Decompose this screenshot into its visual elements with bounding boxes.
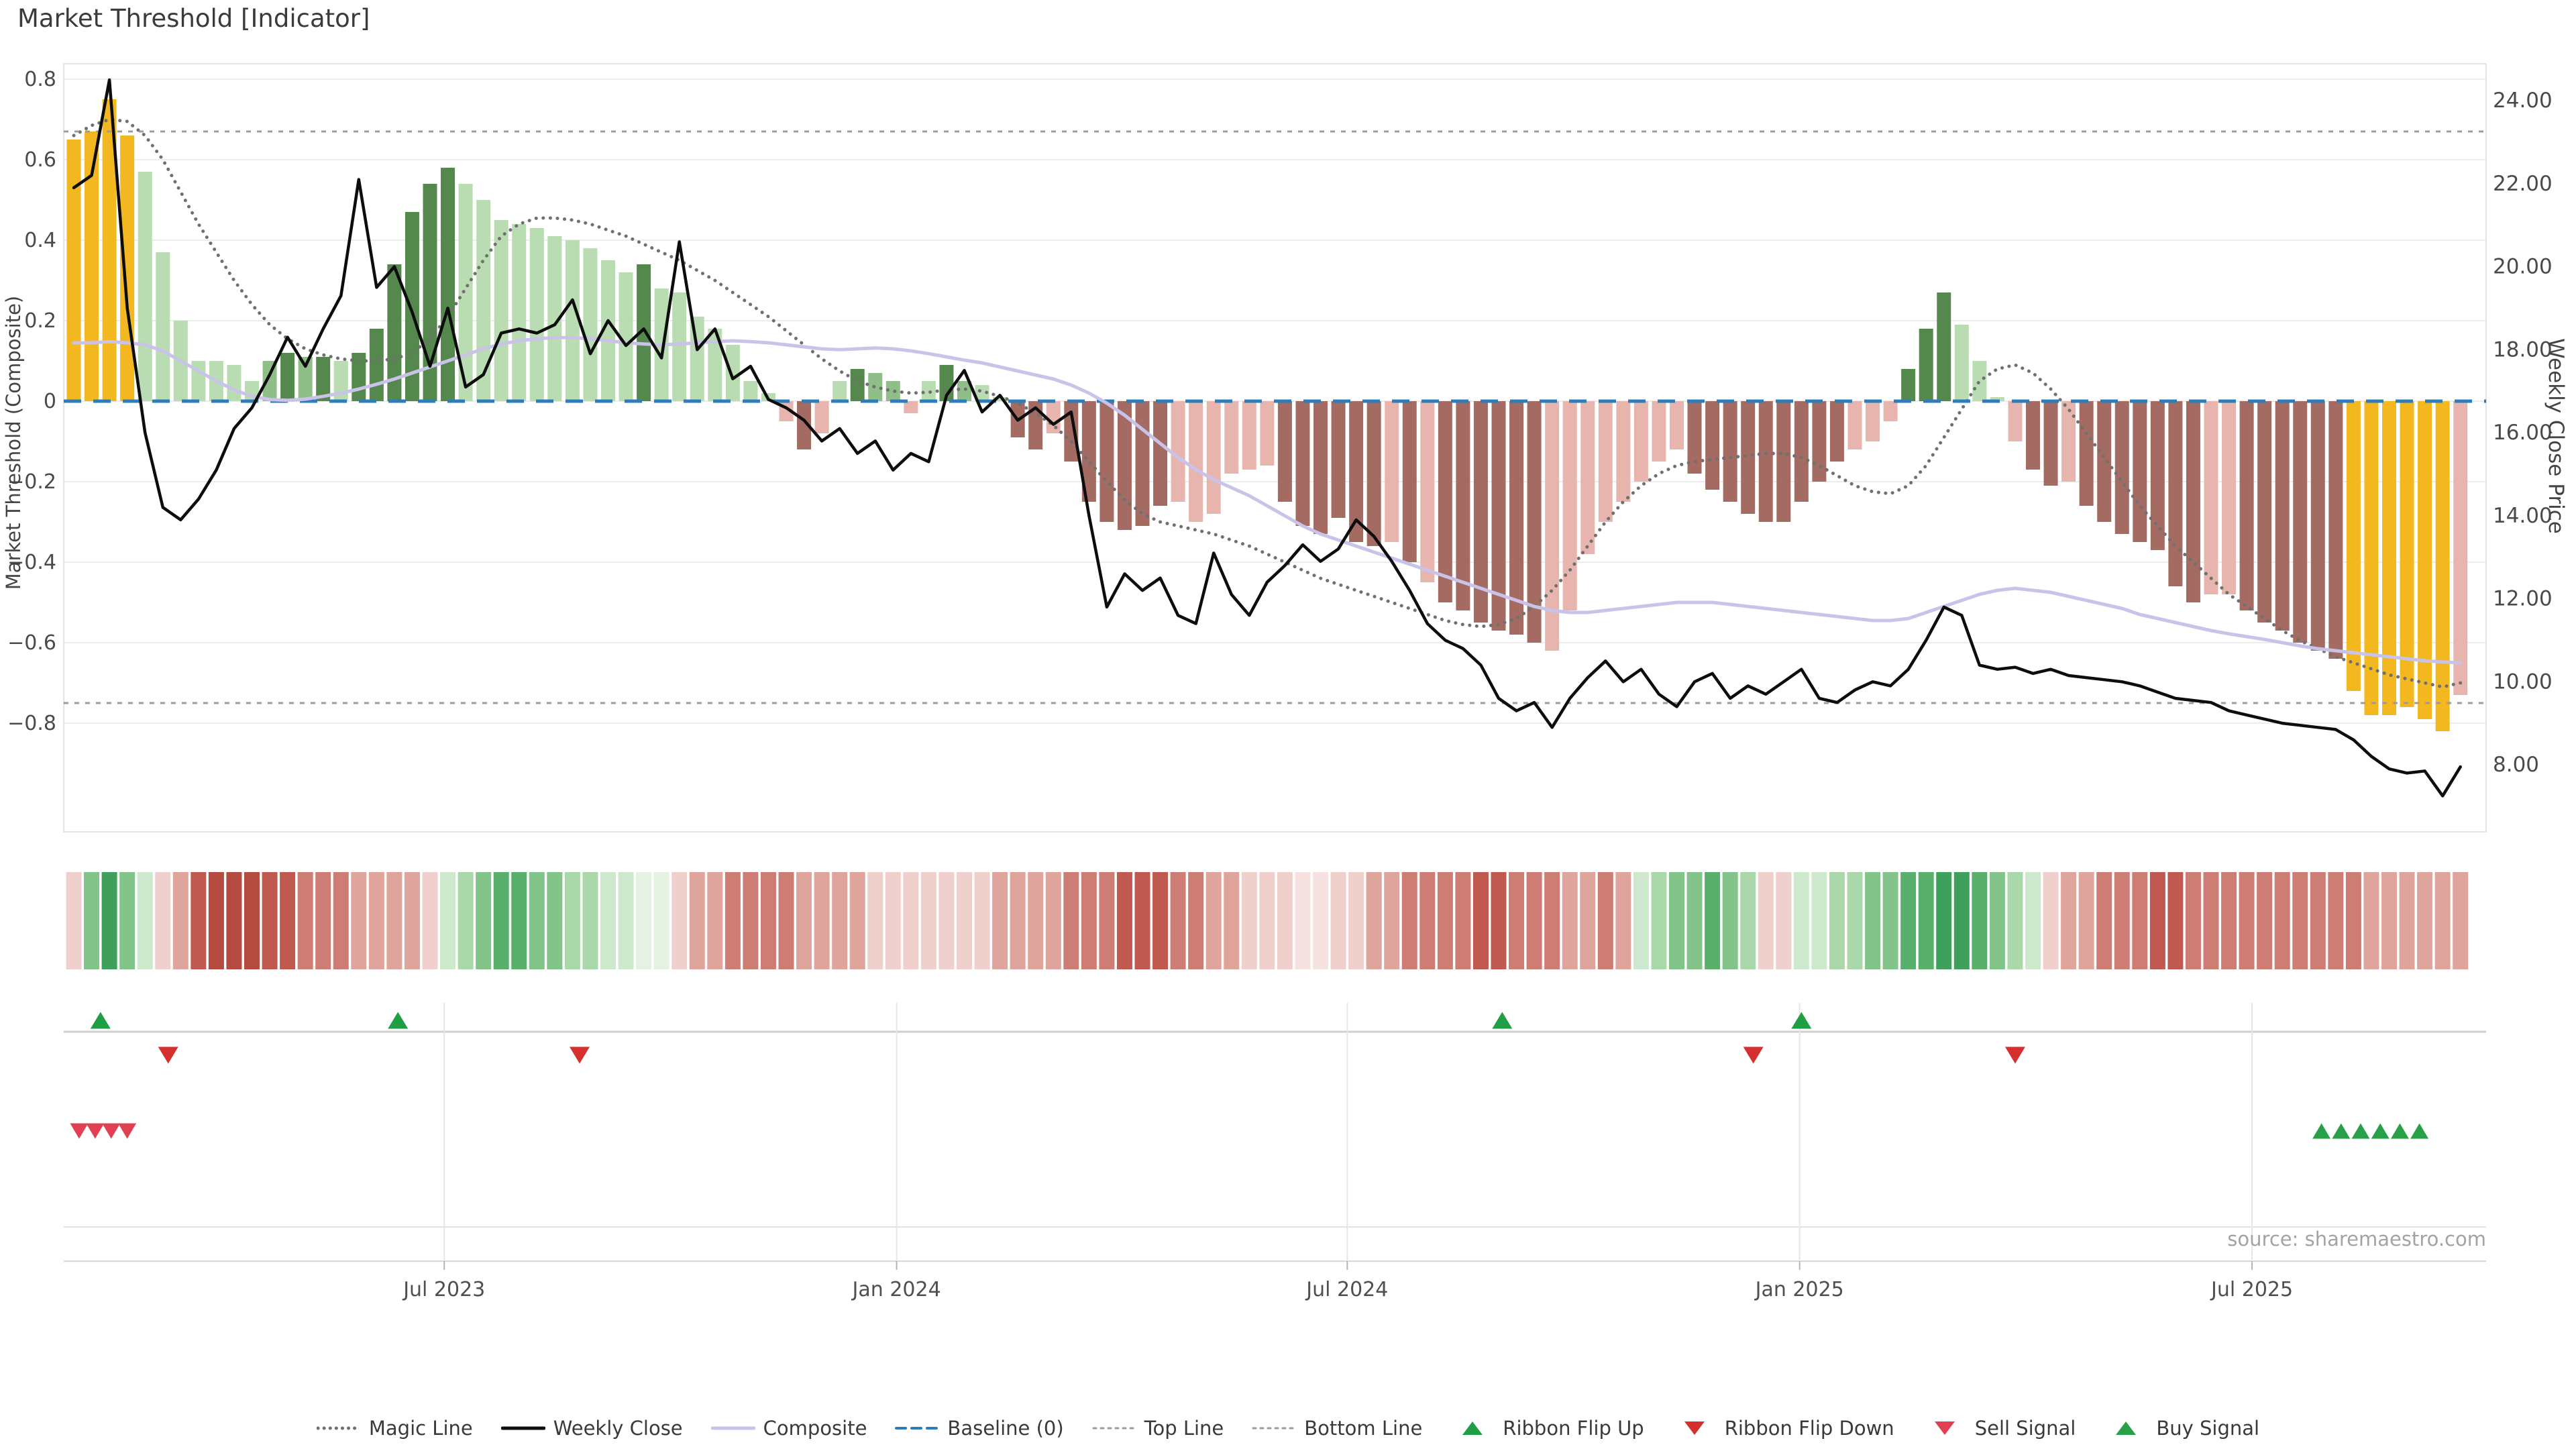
line-sample-icon	[1092, 1427, 1136, 1430]
legend-item-weekly-close: Weekly Close	[500, 1417, 683, 1440]
svg-text:Market Threshold (Composite): Market Threshold (Composite)	[2, 296, 25, 590]
legend-item-magic-line: Magic Line	[316, 1417, 473, 1440]
legend-item-label: Ribbon Flip Down	[1724, 1417, 1894, 1440]
svg-text:Weekly Close Price: Weekly Close Price	[2544, 338, 2568, 534]
line-sample-icon	[895, 1427, 940, 1430]
legend-item-label: Weekly Close	[553, 1417, 683, 1440]
svg-text:20.00: 20.00	[2493, 255, 2553, 279]
legend-item-label: Buy Signal	[2156, 1417, 2260, 1440]
legend-item-top-line: Top Line	[1092, 1417, 1224, 1440]
triangle-up-icon	[2116, 1421, 2137, 1435]
svg-text:0.2: 0.2	[24, 309, 56, 333]
line-sample-icon	[710, 1426, 755, 1430]
svg-text:−0.2: −0.2	[7, 470, 56, 494]
svg-text:12.00: 12.00	[2493, 587, 2553, 611]
composite-line	[72, 335, 2463, 665]
svg-text:14.00: 14.00	[2493, 504, 2553, 528]
svg-text:Jan 2024: Jan 2024	[851, 1278, 941, 1301]
right-axis-ticks: 24.00 22.00 20.00 18.00 16.00 14.00 12.00 10.00…	[2493, 89, 2553, 777]
weekly-close-line	[72, 78, 2462, 798]
svg-text:10.00: 10.00	[2493, 669, 2553, 694]
line-sample-icon	[500, 1426, 545, 1430]
legend-item-label: Bottom Line	[1304, 1417, 1423, 1440]
left-axis-title: Market Threshold (Composite)	[2, 296, 25, 590]
buy-signal-markers	[2312, 1123, 2429, 1139]
ribbon-flip-up-markers	[90, 1012, 1812, 1029]
svg-text:Jul 2023: Jul 2023	[402, 1278, 485, 1301]
legend-item-label: Magic Line	[368, 1417, 473, 1440]
legend-item-label: Sell Signal	[1974, 1417, 2076, 1440]
source-credit: source: sharemaestro.com	[2227, 1228, 2486, 1250]
triangle-up-icon	[1462, 1421, 1483, 1435]
x-axis-ticks: Jul 2023 Jan 2024 Jul 2024 Jan 2025 Jul 2025	[402, 1278, 2293, 1301]
chart-legend: Magic Line Weekly Close Composite Baseline …	[0, 1417, 2576, 1440]
svg-text:Jul 2024: Jul 2024	[1305, 1278, 1388, 1301]
signal-panel-lines	[64, 1003, 2486, 1270]
legend-item-composite: Composite	[710, 1417, 867, 1440]
svg-text:8.00: 8.00	[2493, 753, 2539, 777]
svg-text:16.00: 16.00	[2493, 421, 2553, 445]
triangle-down-icon	[1684, 1421, 1705, 1435]
svg-text:Jul 2025: Jul 2025	[2210, 1278, 2293, 1301]
svg-text:Jan 2025: Jan 2025	[1754, 1278, 1844, 1301]
sell-signal-markers	[70, 1123, 137, 1139]
svg-text:0.4: 0.4	[24, 229, 56, 252]
triangle-down-icon	[1934, 1421, 1955, 1435]
legend-item-ribbon-flip-up: Ribbon Flip Up	[1450, 1417, 1644, 1440]
ribbon-flip-down-markers	[158, 1046, 2025, 1064]
plot-border	[63, 63, 2487, 833]
legend-item-sell-signal: Sell Signal	[1923, 1417, 2076, 1440]
legend-item-bottom-line: Bottom Line	[1252, 1417, 1422, 1440]
legend-item-label: Baseline (0)	[947, 1417, 1064, 1440]
magic-line	[72, 117, 2463, 689]
svg-text:−0.8: −0.8	[7, 712, 56, 735]
svg-text:−0.4: −0.4	[7, 551, 56, 574]
page-title: Market Threshold [Indicator]	[17, 4, 370, 33]
line-sample-icon	[1252, 1427, 1296, 1430]
svg-text:−0.6: −0.6	[7, 631, 56, 655]
svg-text:22.00: 22.00	[2493, 172, 2553, 196]
right-axis-title: Weekly Close Price	[2544, 338, 2568, 534]
svg-text:18.00: 18.00	[2493, 337, 2553, 362]
ribbon-strip	[66, 872, 2469, 969]
legend-item-ribbon-flip-down: Ribbon Flip Down	[1672, 1417, 1894, 1440]
left-axis-ticks: 0.8 0.6 0.4 0.2 0 −0.2 −0.4 −0.6 −0.8	[7, 68, 56, 735]
svg-text:24.00: 24.00	[2493, 89, 2553, 113]
legend-item-baseline-0-: Baseline (0)	[895, 1417, 1064, 1440]
legend-item-label: Composite	[763, 1417, 867, 1440]
legend-item-label: Ribbon Flip Up	[1503, 1417, 1644, 1440]
legend-item-label: Top Line	[1144, 1417, 1224, 1440]
threshold-bars	[66, 99, 2468, 731]
legend-item-buy-signal: Buy Signal	[2104, 1417, 2259, 1440]
line-sample-icon	[316, 1426, 361, 1430]
svg-text:0.8: 0.8	[24, 68, 56, 91]
svg-text:0.6: 0.6	[24, 148, 56, 172]
svg-text:0: 0	[44, 390, 56, 413]
